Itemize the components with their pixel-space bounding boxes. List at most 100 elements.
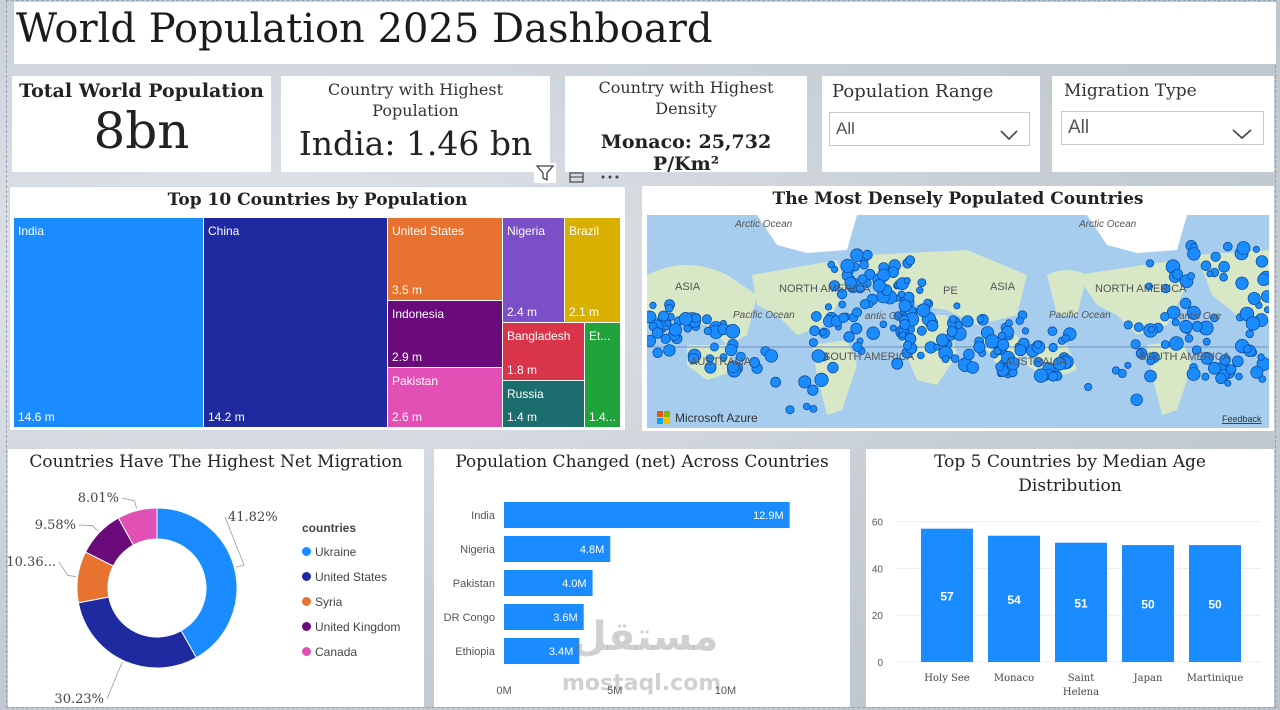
map-bubble[interactable] xyxy=(1147,326,1155,334)
map-bubble[interactable] xyxy=(1172,268,1183,280)
map-bubble[interactable] xyxy=(1169,336,1184,351)
bar[interactable] xyxy=(1055,542,1107,662)
map-bubble[interactable] xyxy=(814,372,829,387)
map-bubble[interactable] xyxy=(976,315,985,323)
treemap-cell[interactable]: China 14.2 m xyxy=(204,218,388,428)
map-bubble[interactable] xyxy=(1184,334,1194,343)
map-bubble[interactable] xyxy=(1014,344,1027,357)
map-bubble[interactable] xyxy=(902,340,913,350)
map-bubble[interactable] xyxy=(701,314,712,325)
map-bubble[interactable] xyxy=(664,303,674,313)
map-bubble[interactable] xyxy=(1263,306,1269,314)
treemap-cell[interactable]: Et... 1.4... xyxy=(585,323,621,428)
map-bubble[interactable] xyxy=(703,326,712,336)
map-bubble[interactable] xyxy=(961,315,974,328)
map-bubble[interactable] xyxy=(764,349,779,363)
map-bubble[interactable] xyxy=(917,278,927,287)
map-bubble[interactable] xyxy=(838,312,849,324)
map-bubble[interactable] xyxy=(844,276,857,290)
donut-legend-item[interactable]: United Kingdom xyxy=(302,614,400,639)
map-bubble[interactable] xyxy=(809,325,820,337)
map-bubble[interactable] xyxy=(1235,276,1249,290)
map-bubble[interactable] xyxy=(1222,241,1233,252)
map-bubble[interactable] xyxy=(946,326,958,337)
map-bubble[interactable] xyxy=(1255,255,1269,268)
map-bubble[interactable] xyxy=(831,265,839,274)
map-bubble[interactable] xyxy=(1224,379,1232,387)
map-bubble[interactable] xyxy=(985,334,1000,349)
map-bubble[interactable] xyxy=(899,331,907,339)
map-bubble[interactable] xyxy=(709,342,719,352)
map-bubble[interactable] xyxy=(1061,334,1070,343)
donut-slice[interactable] xyxy=(156,507,238,659)
map-bubble[interactable] xyxy=(843,331,855,343)
map-bubble[interactable] xyxy=(1117,368,1127,378)
map-bubble[interactable] xyxy=(903,277,911,285)
map-bubble[interactable] xyxy=(916,325,927,336)
filter-icon[interactable] xyxy=(534,163,556,183)
map-feedback-link[interactable]: Feedback xyxy=(1222,414,1262,424)
map-bubble[interactable] xyxy=(1160,311,1170,322)
map-bubble[interactable] xyxy=(872,279,886,293)
map-bubble[interactable] xyxy=(1047,371,1059,382)
map-bubble[interactable] xyxy=(997,331,1006,341)
bar[interactable] xyxy=(504,638,580,664)
bar[interactable] xyxy=(504,536,611,562)
more-options-icon[interactable] xyxy=(599,170,621,180)
map-bubble[interactable] xyxy=(916,286,924,294)
map-bubble[interactable] xyxy=(1218,260,1230,273)
map-bubble[interactable] xyxy=(828,280,840,292)
bar[interactable] xyxy=(504,570,593,596)
map-bubble[interactable] xyxy=(1005,319,1013,327)
map-bubble[interactable] xyxy=(862,249,873,261)
donut-slice[interactable] xyxy=(77,596,198,669)
map-bubble[interactable] xyxy=(1187,272,1196,281)
map-bubble[interactable] xyxy=(950,354,960,363)
map-bubble[interactable] xyxy=(997,338,1010,351)
map-bubble[interactable] xyxy=(809,404,818,413)
treemap-cell[interactable]: Bangladesh 1.8 m xyxy=(503,323,585,381)
map-bubble[interactable] xyxy=(660,333,671,345)
map-bubble[interactable] xyxy=(851,307,862,318)
map-bubble[interactable] xyxy=(1135,349,1144,358)
map-bubble[interactable] xyxy=(941,354,950,363)
map-bubble[interactable] xyxy=(1191,345,1202,356)
map-bubble[interactable] xyxy=(1047,326,1058,336)
treemap-cell[interactable]: India 14.6 m xyxy=(14,218,204,428)
map-bubble[interactable] xyxy=(1130,339,1141,350)
map-bubble[interactable] xyxy=(889,324,897,332)
map-bubble[interactable] xyxy=(1206,270,1214,278)
map-bubble[interactable] xyxy=(1210,251,1221,262)
map-bubble[interactable] xyxy=(735,351,746,362)
map-bubble[interactable] xyxy=(1245,316,1261,331)
map-bubble[interactable] xyxy=(724,343,738,357)
map-bubble[interactable] xyxy=(651,327,664,339)
map-bubble[interactable] xyxy=(1179,319,1193,334)
treemap-cell[interactable]: Nigeria 2.4 m xyxy=(503,218,565,323)
map-bubble[interactable] xyxy=(649,301,657,310)
map-bubble[interactable] xyxy=(857,274,868,284)
map-bubble[interactable] xyxy=(1219,354,1231,366)
map-bubble[interactable] xyxy=(1171,318,1180,327)
map-bubble[interactable] xyxy=(1144,369,1157,383)
treemap-cell[interactable]: Brazil 2.1 m xyxy=(565,218,621,323)
map-bubble[interactable] xyxy=(749,356,760,368)
map-bubble[interactable] xyxy=(1133,322,1144,333)
map-bubble[interactable] xyxy=(1252,245,1260,253)
bar[interactable] xyxy=(504,502,790,528)
donut-legend-item[interactable]: Ukraine xyxy=(302,539,400,564)
map-bubble[interactable] xyxy=(1033,340,1042,349)
map-bubble[interactable] xyxy=(966,361,980,374)
map-bubble[interactable] xyxy=(1130,393,1143,407)
map-bubble[interactable] xyxy=(1161,283,1171,294)
map-bubble[interactable] xyxy=(995,362,1005,372)
map-bubble[interactable] xyxy=(1021,327,1030,335)
map-bubble[interactable] xyxy=(1202,337,1211,346)
map-bubble[interactable] xyxy=(859,260,869,270)
map-bubble[interactable] xyxy=(1257,353,1265,361)
map-bubble[interactable] xyxy=(1052,356,1067,371)
map-bubble[interactable] xyxy=(840,258,855,274)
map-bubble[interactable] xyxy=(916,303,931,318)
map-bubble[interactable] xyxy=(827,361,839,374)
map-bubble[interactable] xyxy=(897,290,906,299)
